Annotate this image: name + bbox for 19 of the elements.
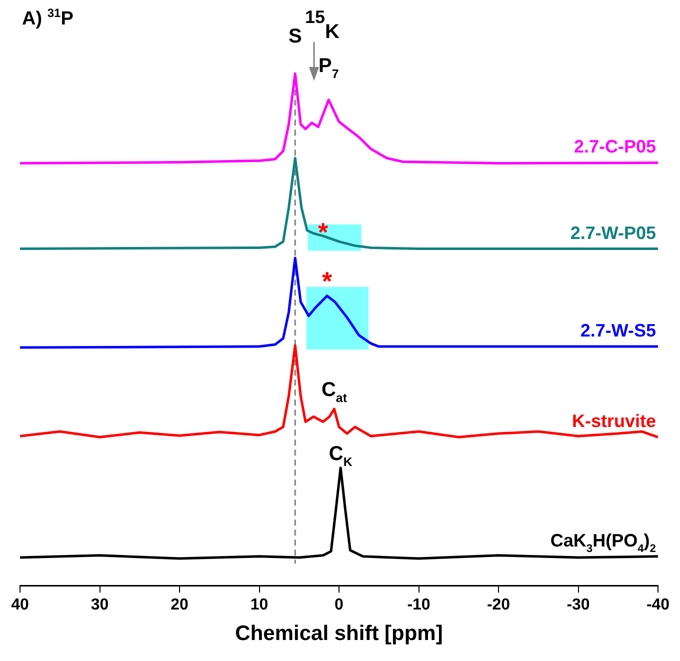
x-tick-label: 20 xyxy=(170,596,188,614)
x-axis-title: Chemical shift [ppm] xyxy=(235,622,443,646)
x-tick-label: -10 xyxy=(407,596,430,614)
annotation: * xyxy=(322,266,333,296)
series-label: 2.7-C-P05 xyxy=(574,136,656,157)
series-label: 2.7-W-P05 xyxy=(570,222,656,243)
x-tick-label: -40 xyxy=(646,596,670,614)
annotation: S xyxy=(288,26,302,48)
x-tick-label: -20 xyxy=(486,596,510,614)
x-tick-label: 30 xyxy=(90,596,109,614)
annotation: * xyxy=(318,216,329,247)
text: 15K xyxy=(305,7,340,43)
chart-title: A) $^{31}$P xyxy=(22,6,74,30)
x-tick-label: -30 xyxy=(566,596,590,614)
x-tick-label: 0 xyxy=(334,596,344,614)
x-tick-label: 10 xyxy=(250,596,268,614)
series-label: 2.7-W-S5 xyxy=(580,320,656,341)
x-tick-label: 40 xyxy=(11,596,29,614)
series-label: K-struvite xyxy=(572,411,656,432)
